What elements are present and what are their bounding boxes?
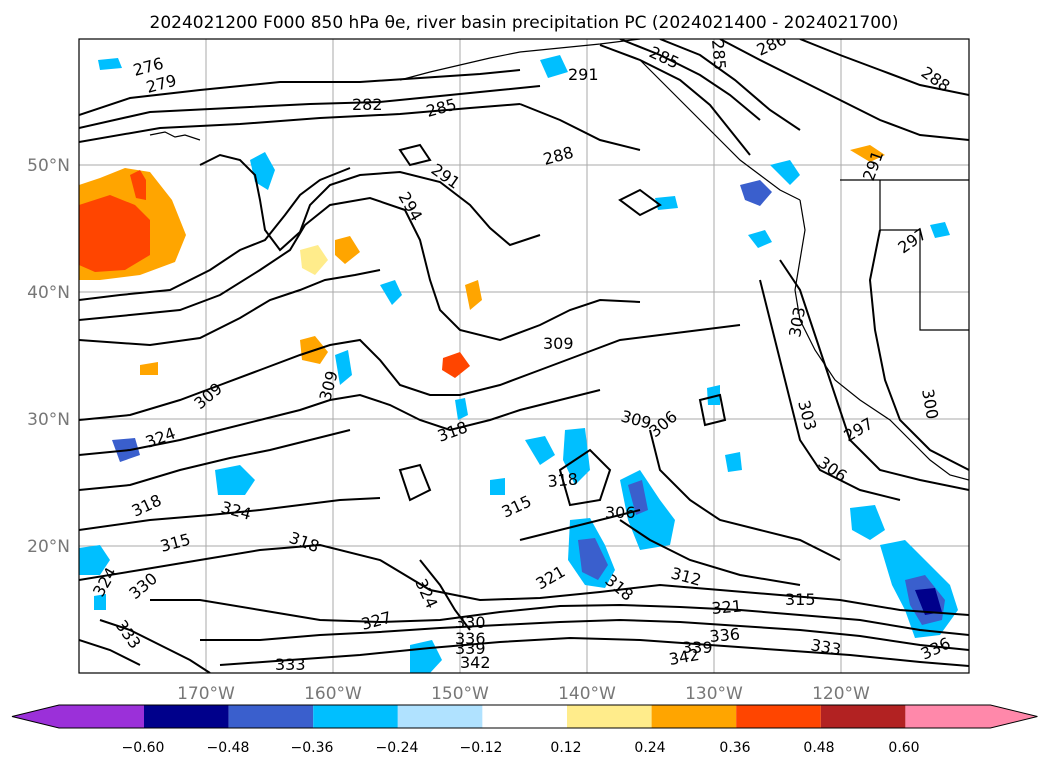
lon-label: 130°W: [685, 684, 743, 704]
colorbar-tick-label: −0.36: [291, 740, 334, 756]
colorbar-tick-label: −0.48: [207, 740, 250, 756]
contour-label: 336: [709, 624, 741, 646]
colorbar-extend-low: [12, 705, 144, 728]
contour-label: 306: [605, 503, 636, 522]
lat-label: 30°N: [27, 410, 70, 430]
colorbar-tick-label: −0.24: [376, 740, 419, 756]
colorbar-segment: [736, 705, 821, 728]
contour-label: 282: [352, 95, 383, 114]
colorbar-segment: [398, 705, 483, 728]
map-panel: 276 279 282 285 285 285 286 288 288 291 …: [79, 29, 969, 674]
colorbar-extend-high: [905, 705, 1037, 728]
colorbar-segment: [144, 705, 229, 728]
lat-label: 40°N: [27, 283, 70, 303]
lat-label: 50°N: [27, 156, 70, 176]
colorbar-tick-label: 0.12: [550, 740, 581, 756]
lon-label: 150°W: [431, 684, 489, 704]
colorbar-segment: [229, 705, 314, 728]
colorbar-segments: [12, 705, 1037, 728]
map-background: [79, 39, 969, 673]
colorbar-tick-label: 0.24: [634, 740, 665, 756]
lon-axis: 170°W 160°W 150°W 140°W 130°W 120°W: [177, 684, 870, 704]
plot-title: 2024021200 F000 850 hPa θe, river basin …: [150, 13, 899, 33]
lat-axis: 50°N 40°N 30°N 20°N: [27, 156, 70, 557]
colorbar-tick-label: −0.12: [460, 740, 503, 756]
contour-label: 309: [543, 334, 574, 353]
contour-label: 318: [547, 469, 579, 491]
lon-label: 160°W: [304, 684, 362, 704]
contour-label: 285: [708, 39, 730, 71]
colorbar-tick-label: 0.60: [888, 740, 919, 756]
colorbar-segment: [482, 705, 567, 728]
precip-negative-area: [98, 58, 122, 70]
colorbar: −0.60 −0.48 −0.36 −0.24 −0.12 0.12 0.24 …: [12, 705, 1037, 756]
contour-label: 321: [711, 596, 743, 618]
precip-negative-area: [490, 478, 505, 495]
colorbar-ticks: −0.60 −0.48 −0.36 −0.24 −0.12 0.12 0.24 …: [122, 740, 920, 756]
contour-label: 315: [785, 590, 816, 609]
colorbar-segment: [821, 705, 906, 728]
colorbar-segment: [313, 705, 398, 728]
lon-label: 120°W: [812, 684, 870, 704]
colorbar-tick-label: −0.60: [122, 740, 165, 756]
lat-label: 20°N: [27, 537, 70, 557]
contour-label: 342: [460, 653, 491, 672]
precip-negative-area: [725, 452, 742, 472]
lon-label: 140°W: [558, 684, 616, 704]
contour-label: 291: [568, 65, 599, 84]
colorbar-segment: [567, 705, 652, 728]
lon-label: 170°W: [177, 684, 235, 704]
colorbar-tick-label: 0.36: [719, 740, 750, 756]
colorbar-tick-label: 0.48: [803, 740, 834, 756]
colorbar-segment: [652, 705, 737, 728]
contour-label: 333: [275, 655, 306, 674]
